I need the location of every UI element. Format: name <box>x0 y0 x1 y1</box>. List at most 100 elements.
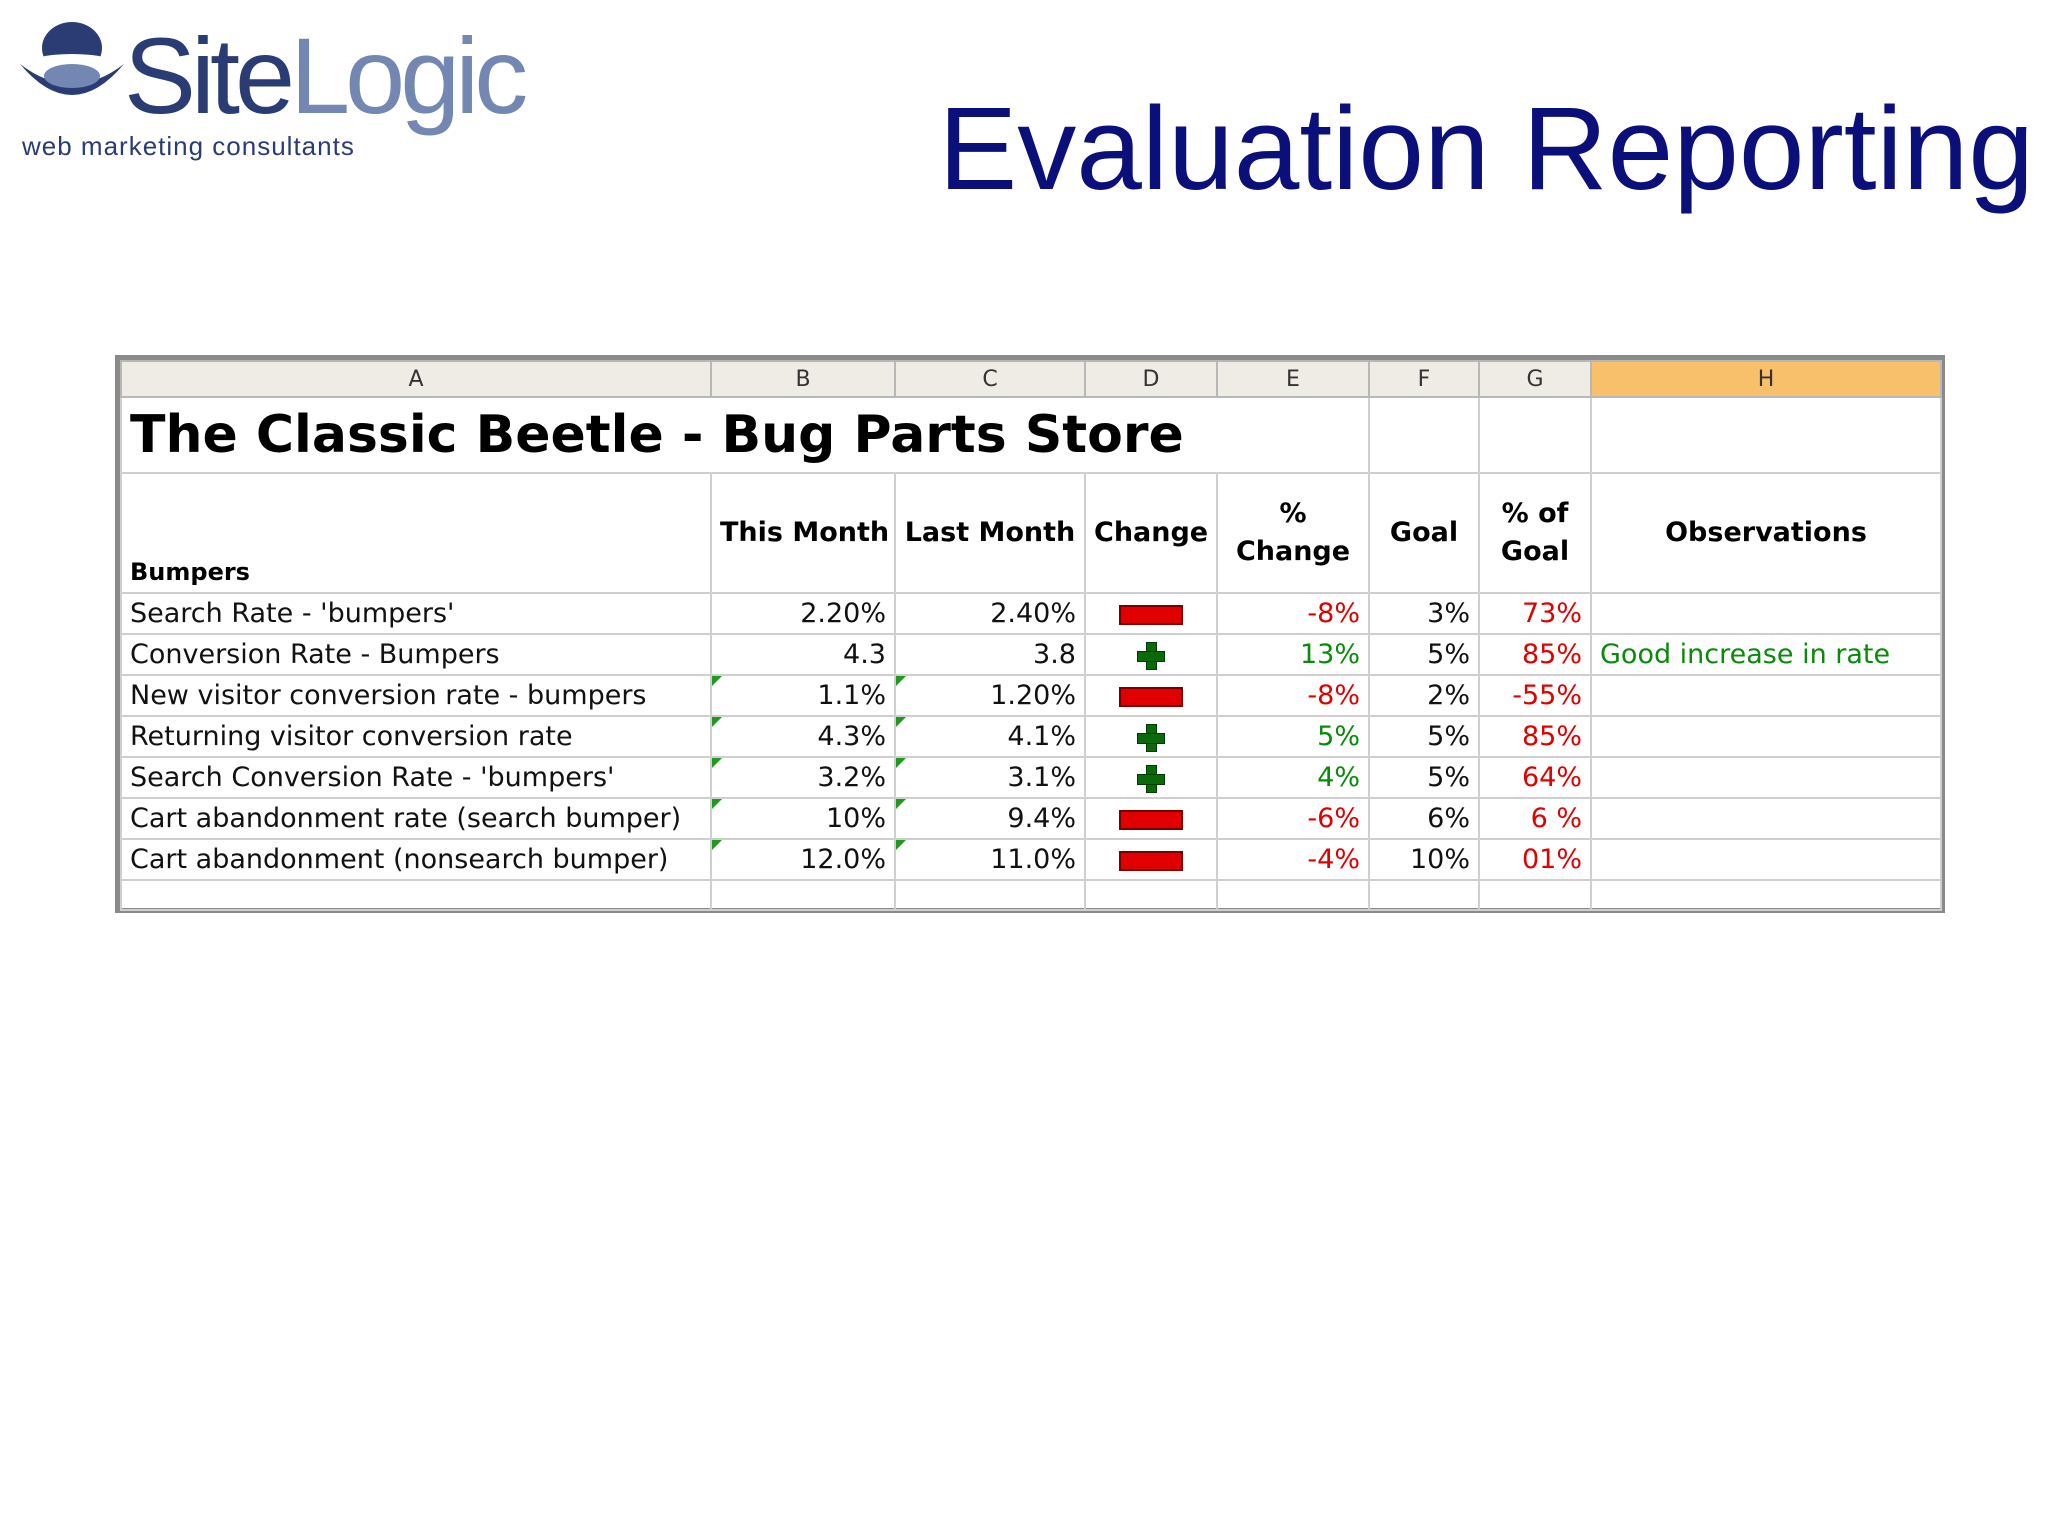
comment-indicator-icon <box>713 759 722 768</box>
metric-label: Cart abandonment rate (search bumper) <box>120 797 712 840</box>
header-pct-change: % Change <box>1216 472 1370 594</box>
pct-goal-value: 85% <box>1478 633 1592 676</box>
pct-change-value: 5% <box>1216 715 1370 758</box>
plus-icon <box>1137 723 1165 752</box>
goal-value: 6% <box>1368 797 1480 840</box>
observation-text <box>1590 674 1942 717</box>
pct-change-value: 4% <box>1216 756 1370 799</box>
goal-value: 2% <box>1368 674 1480 717</box>
comment-indicator-icon <box>713 841 722 850</box>
change-indicator <box>1084 838 1218 881</box>
column-header-h[interactable]: H <box>1590 360 1942 398</box>
comment-indicator-icon <box>897 759 906 768</box>
column-header-g[interactable]: G <box>1478 360 1592 398</box>
plus-icon <box>1137 764 1165 793</box>
pct-goal-value: -55% <box>1478 674 1592 717</box>
column-header-b[interactable]: B <box>710 360 896 398</box>
table-row: Cart abandonment rate (search bumper) 10%… <box>120 797 1942 840</box>
empty-row <box>120 879 1942 911</box>
last-month-value: 9.4% <box>894 797 1086 840</box>
change-indicator <box>1084 797 1218 840</box>
this-month-value: 4.3% <box>710 715 896 758</box>
last-month-value: 1.20% <box>894 674 1086 717</box>
header-change: Change <box>1084 472 1218 594</box>
last-month-value: 3.8 <box>894 633 1086 676</box>
pct-goal-value: 01% <box>1478 838 1592 881</box>
metric-label: Search Rate - 'bumpers' <box>120 592 712 635</box>
header-goal: Goal <box>1368 472 1480 594</box>
this-month-value: 3.2% <box>710 756 896 799</box>
table-row: Cart abandonment (nonsearch bumper) 12.0%… <box>120 838 1942 881</box>
title-row: The Classic Beetle - Bug Parts Store <box>120 396 1942 474</box>
column-header-e[interactable]: E <box>1216 360 1370 398</box>
column-header-f[interactable]: F <box>1368 360 1480 398</box>
observation-text <box>1590 756 1942 799</box>
table-row: Search Rate - 'bumpers' 2.20% 2.40% -8% 3% 73… <box>120 592 1942 635</box>
header-observations: Observations <box>1590 472 1942 594</box>
table-row: New visitor conversion rate - bumpers 1.1… <box>120 674 1942 717</box>
column-header-a[interactable]: A <box>120 360 712 398</box>
this-month-value: 4.3 <box>710 633 896 676</box>
pct-change-value: -8% <box>1216 592 1370 635</box>
logo-globe-icon <box>20 22 124 95</box>
comment-indicator-icon <box>713 800 722 809</box>
goal-value: 3% <box>1368 592 1480 635</box>
comment-indicator-icon <box>713 718 722 727</box>
this-month-value: 10% <box>710 797 896 840</box>
metric-label: Returning visitor conversion rate <box>120 715 712 758</box>
table-row: Returning visitor conversion rate 4.3% 4.1… <box>120 715 1942 758</box>
this-month-value: 2.20% <box>710 592 896 635</box>
down-bar-icon <box>1119 604 1183 625</box>
change-indicator <box>1084 715 1218 758</box>
logo-wordmark: SiteLogic <box>124 15 528 136</box>
comment-indicator-icon <box>897 841 906 850</box>
pct-change-value: -4% <box>1216 838 1370 881</box>
observation-text <box>1590 592 1942 635</box>
change-indicator <box>1084 674 1218 717</box>
header-this-month: This Month <box>710 472 896 594</box>
metric-label: Cart abandonment (nonsearch bumper) <box>120 838 712 881</box>
logo-tagline: web marketing consultants <box>22 131 355 161</box>
down-bar-icon <box>1119 809 1183 830</box>
header-row: Bumpers This Month Last Month Change % Ch… <box>120 472 1942 594</box>
spreadsheet-title: The Classic Beetle - Bug Parts Store <box>120 396 1370 474</box>
last-month-value: 11.0% <box>894 838 1086 881</box>
observation-text: Good increase in rate <box>1590 633 1942 676</box>
observation-text <box>1590 797 1942 840</box>
pct-change-value: -6% <box>1216 797 1370 840</box>
comment-indicator-icon <box>897 718 906 727</box>
this-month-value: 12.0% <box>710 838 896 881</box>
comment-indicator-icon <box>713 677 722 686</box>
observation-text <box>1590 838 1942 881</box>
pct-change-value: 13% <box>1216 633 1370 676</box>
table-row: Conversion Rate - Bumpers 4.3 3.8 13% 5% 85% G… <box>120 633 1942 676</box>
pct-goal-value: 85% <box>1478 715 1592 758</box>
header-pct-goal: % of Goal <box>1478 472 1592 594</box>
column-header-d[interactable]: D <box>1084 360 1218 398</box>
sitelogic-logo: SiteLogic web marketing consultants <box>14 14 528 164</box>
metric-label: Search Conversion Rate - 'bumpers' <box>120 756 712 799</box>
metric-label: New visitor conversion rate - bumpers <box>120 674 712 717</box>
pct-change-value: -8% <box>1216 674 1370 717</box>
change-indicator <box>1084 633 1218 676</box>
comment-indicator-icon <box>897 800 906 809</box>
down-bar-icon <box>1119 686 1183 707</box>
last-month-value: 3.1% <box>894 756 1086 799</box>
last-month-value: 2.40% <box>894 592 1086 635</box>
column-header-c[interactable]: C <box>894 360 1086 398</box>
plus-icon <box>1137 641 1165 670</box>
goal-value: 5% <box>1368 756 1480 799</box>
down-bar-icon <box>1119 850 1183 871</box>
change-indicator <box>1084 592 1218 635</box>
table-row: Search Conversion Rate - 'bumpers' 3.2% 3.… <box>120 756 1942 799</box>
this-month-value: 1.1% <box>710 674 896 717</box>
change-indicator <box>1084 756 1218 799</box>
goal-value: 5% <box>1368 715 1480 758</box>
metric-label: Conversion Rate - Bumpers <box>120 633 712 676</box>
slide-title: Evaluation Reporting <box>938 83 2034 215</box>
section-label: Bumpers <box>120 472 712 594</box>
comment-indicator-icon <box>897 677 906 686</box>
observation-text <box>1590 715 1942 758</box>
